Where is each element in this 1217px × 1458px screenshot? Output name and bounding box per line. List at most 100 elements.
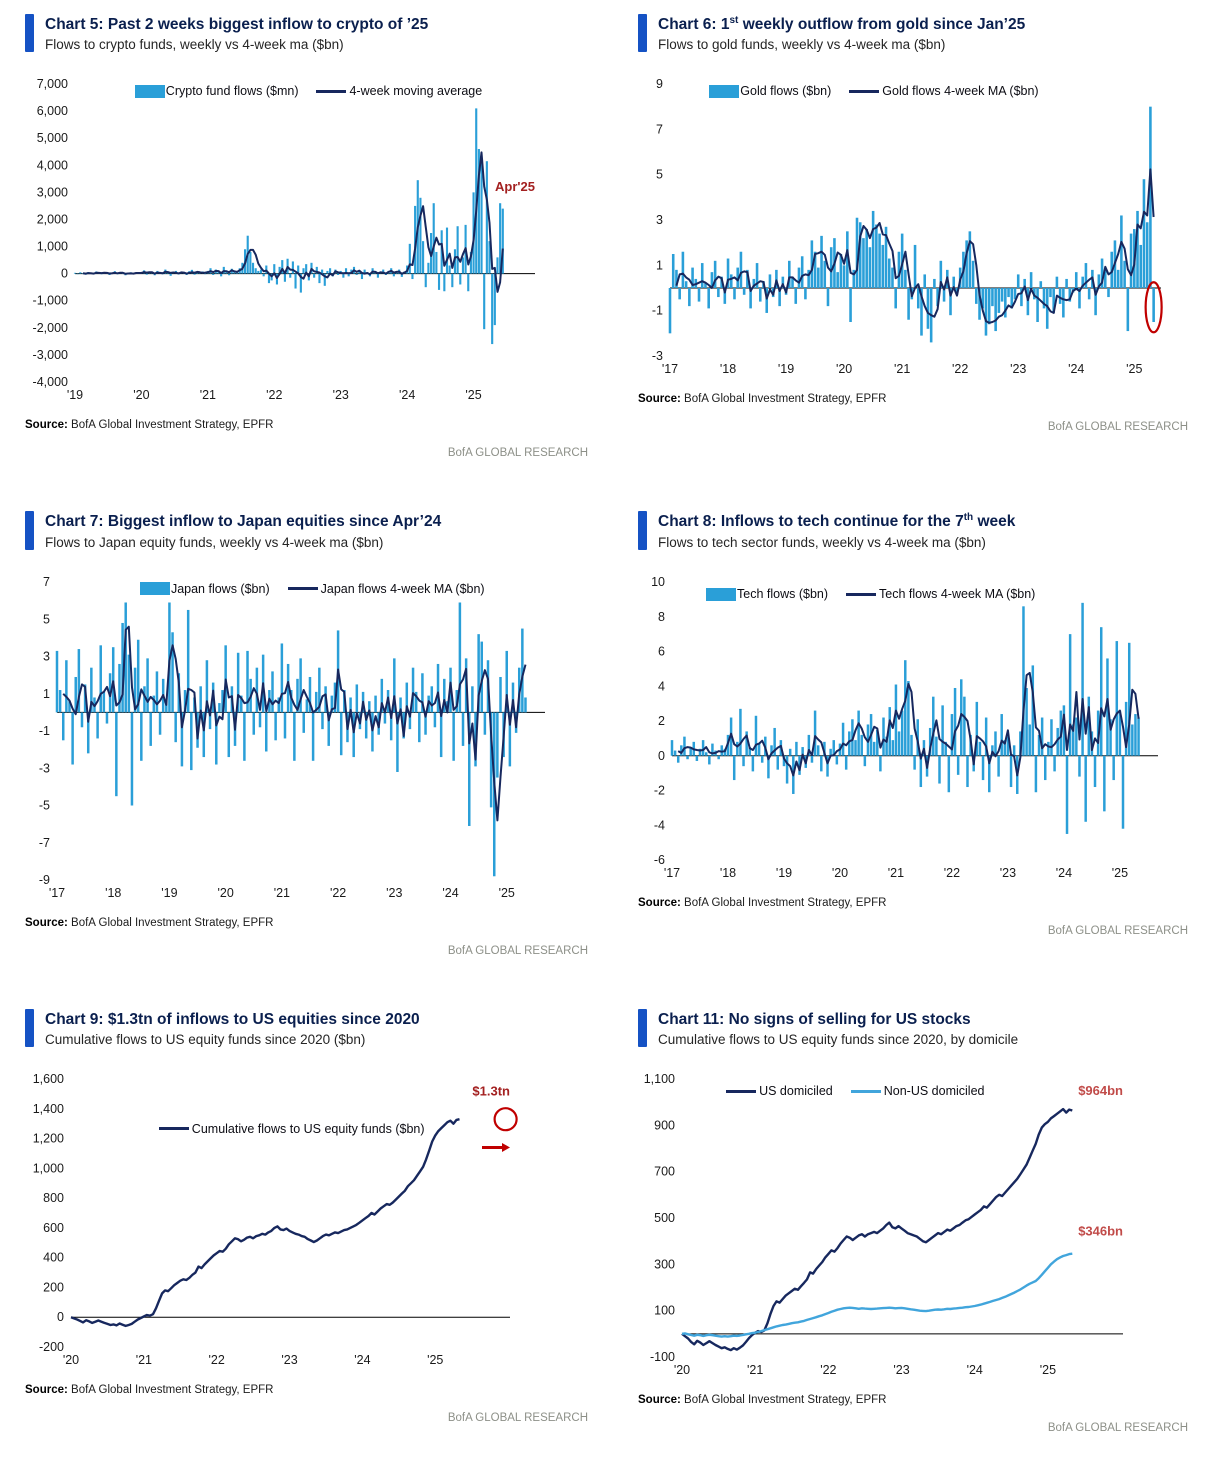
svg-text:3: 3 — [656, 213, 663, 227]
svg-text:300: 300 — [654, 1257, 675, 1271]
svg-text:'20: '20 — [836, 362, 852, 376]
svg-text:'25: '25 — [1126, 362, 1142, 376]
us-equity-domicile-chart: 1,100 900 700 500 300 100 -100'20 '21 '22 '23 '24 '… — [644, 1072, 1123, 1377]
chart-legend: Tech flows ($bn) Tech flows 4-week MA ($b… — [706, 587, 1035, 601]
svg-text:'21: '21 — [136, 1353, 152, 1367]
chart-plot-area: 7 5 3 1 -1 -3 -5 -7 -9'17 '18 '19 '20 '21 '22 '23 '24 '2… — [25, 568, 590, 909]
svg-text:600: 600 — [43, 1221, 64, 1235]
svg-text:4,000: 4,000 — [37, 159, 68, 173]
legend-bar-swatch — [134, 84, 165, 98]
svg-text:7: 7 — [43, 575, 50, 589]
highlight-ellipse — [1144, 281, 1163, 334]
source-label: Source: — [638, 393, 681, 406]
svg-text:900: 900 — [654, 1118, 675, 1132]
chart-header: Chart 5: Past 2 weeks biggest inflow to … — [25, 14, 590, 53]
legend-line-swatch — [849, 89, 880, 93]
svg-text:'23: '23 — [893, 1363, 909, 1377]
legend-line-swatch — [287, 587, 318, 591]
svg-text:9: 9 — [656, 77, 663, 91]
svg-text:'21: '21 — [274, 886, 290, 900]
svg-text:'23: '23 — [281, 1353, 297, 1367]
svg-text:'23: '23 — [333, 388, 349, 402]
chart-6-panel: Chart 6: 1st weekly outflow from gold si… — [638, 14, 1190, 459]
svg-text:'24: '24 — [967, 1363, 983, 1377]
legend-line-swatch — [850, 1089, 881, 1093]
svg-text:7,000: 7,000 — [37, 77, 68, 91]
source-label: Source: — [25, 419, 68, 432]
source-label: Source: — [25, 916, 68, 929]
svg-text:200: 200 — [43, 1280, 64, 1294]
svg-text:'20: '20 — [832, 866, 848, 880]
svg-text:-200: -200 — [39, 1340, 64, 1354]
chart-title: Chart 11: No signs of selling for US sto… — [658, 1009, 1018, 1030]
legend-bar-swatch — [709, 84, 740, 98]
svg-text:1,200: 1,200 — [33, 1131, 64, 1145]
svg-text:'25: '25 — [465, 388, 481, 402]
legend-bar-swatch — [706, 587, 737, 601]
source-text: BofA Global Investment Strategy, EPFR — [71, 1383, 274, 1396]
svg-text:'24: '24 — [442, 886, 458, 900]
chart-title: Chart 5: Past 2 weeks biggest inflow to … — [45, 14, 428, 35]
legend-label: Japan flows ($bn) — [170, 581, 270, 596]
chart-title: Chart 8: Inflows to tech continue for th… — [658, 511, 1015, 532]
svg-text:-2,000: -2,000 — [33, 321, 68, 335]
svg-text:5,000: 5,000 — [37, 131, 68, 145]
brand-footer: BofA GLOBAL RESEARCH — [1047, 924, 1188, 937]
legend-line-swatch — [846, 592, 877, 596]
svg-text:'22: '22 — [330, 886, 346, 900]
svg-text:-1: -1 — [652, 304, 663, 318]
svg-text:8: 8 — [658, 609, 665, 623]
brand-footer: BofA GLOBAL RESEARCH — [447, 944, 588, 957]
source-note: Source: BofA Global Investment Strategy,… — [638, 1394, 1190, 1406]
source-label: Source: — [638, 1393, 681, 1406]
svg-text:-9: -9 — [39, 873, 50, 887]
svg-text:-5: -5 — [39, 798, 50, 812]
svg-text:7: 7 — [656, 123, 663, 137]
title-text: Chart 6: 1 — [658, 16, 730, 34]
chart-subtitle: Cumulative flows to US equity funds sinc… — [658, 1031, 1019, 1047]
svg-text:10: 10 — [651, 575, 665, 589]
svg-text:-1: -1 — [39, 724, 50, 738]
legend-item: US domiciled — [726, 1084, 833, 1098]
chart-legend: Cumulative flows to US equity funds ($bn… — [158, 1122, 425, 1136]
chart-legend: Crypto fund flows ($mn) 4-week moving ave… — [134, 84, 482, 98]
chart-header: Chart 8: Inflows to tech continue for th… — [638, 511, 1190, 550]
svg-text:'24: '24 — [354, 1353, 370, 1367]
chart-subtitle: Flows to tech sector funds, weekly vs 4-… — [658, 534, 986, 550]
svg-text:'22: '22 — [266, 388, 282, 402]
svg-text:'23: '23 — [1010, 362, 1026, 376]
chart-plot-area: 1,600 1,400 1,200 1,000 800 600 400 200 0 -200'20… — [25, 1065, 590, 1376]
japan-flows-chart: 7 5 3 1 -1 -3 -5 -7 -9'17 '18 '19 '20 '21 '22 '23 '24 '2… — [39, 575, 545, 900]
highlight-circle — [493, 1106, 518, 1132]
svg-text:6,000: 6,000 — [37, 104, 68, 118]
source-note: Source: BofA Global Investment Strategy,… — [638, 897, 1190, 909]
svg-text:-4,000: -4,000 — [33, 375, 68, 389]
svg-text:5: 5 — [656, 168, 663, 182]
legend-bar-swatch — [139, 582, 170, 596]
legend-label: Gold flows ($bn) — [740, 84, 832, 99]
gold-flows-chart: 9 7 5 3 1 -1 -3'17 '18 '19 '20 '21 '22 '23 '24 '25 — [652, 77, 1163, 376]
title-text-cont: weekly outflow from gold since Jan’25 — [738, 16, 1026, 34]
title-text-cont: week — [973, 513, 1016, 531]
legend-label: Tech flows ($bn) — [737, 587, 829, 602]
title-superscript: th — [963, 512, 974, 524]
title-text: Chart 11: No signs of selling for US sto… — [658, 1010, 971, 1028]
svg-text:100: 100 — [654, 1304, 675, 1318]
chart-annotation: Apr'25 — [495, 179, 535, 194]
source-note: Source: BofA Global Investment Strategy,… — [638, 393, 1190, 405]
svg-text:'20: '20 — [133, 388, 149, 402]
svg-text:'24: '24 — [1056, 866, 1072, 880]
svg-text:'18: '18 — [720, 866, 736, 880]
svg-text:'21: '21 — [747, 1363, 763, 1377]
chart-legend: Gold flows ($bn) Gold flows 4-week MA ($b… — [709, 84, 1039, 99]
svg-text:'19: '19 — [778, 362, 794, 376]
svg-text:6: 6 — [658, 644, 665, 658]
svg-text:5: 5 — [43, 612, 50, 626]
svg-text:500: 500 — [654, 1211, 675, 1225]
title-text: Chart 9: $1.3tn of inflows to US equitie… — [45, 1010, 420, 1028]
legend-label: Tech flows 4-week MA ($bn) — [879, 587, 1036, 602]
svg-text:0: 0 — [658, 748, 665, 762]
legend-label: Non-US domiciled — [883, 1084, 985, 1099]
svg-text:'19: '19 — [776, 866, 792, 880]
svg-text:'22: '22 — [952, 362, 968, 376]
